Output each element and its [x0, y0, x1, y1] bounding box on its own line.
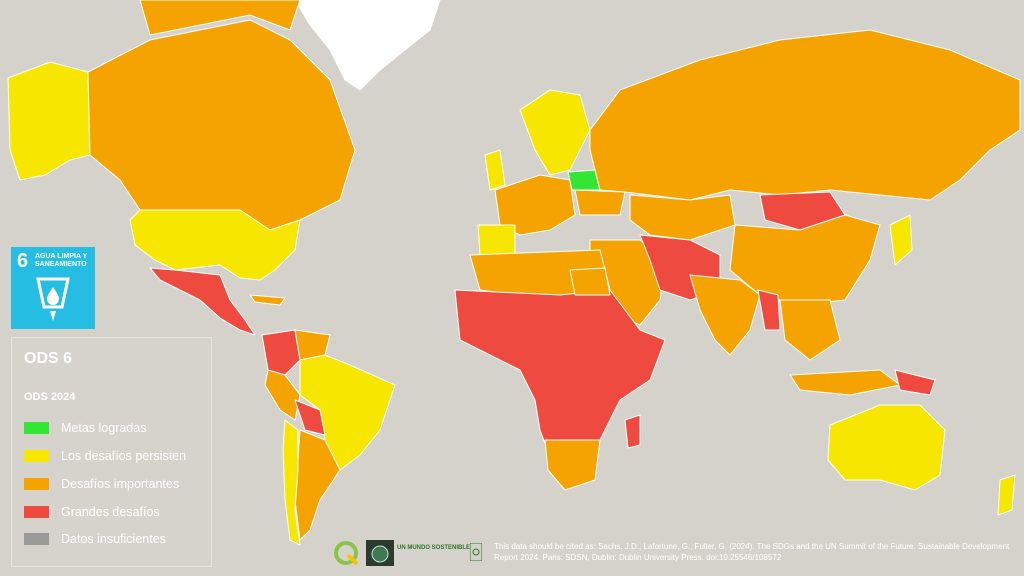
sdg-number: 6: [17, 250, 29, 272]
legend-label: Grandes desafíos: [61, 505, 160, 519]
globe-logo: [366, 540, 394, 566]
region-alaska: [7, 61, 91, 181]
legend-label: Los desafíos persisten: [61, 449, 187, 463]
region-bolivia: [294, 399, 326, 436]
legend-item-datos-insuficientes: Datos insuficientes: [24, 532, 166, 546]
legend-swatch: [24, 450, 49, 462]
legend-item-metas-logradas: Metas logradas: [24, 421, 146, 435]
region-myanmar: [757, 289, 781, 331]
region-mexico: [149, 267, 256, 336]
legend-label: Datos insuficientes: [61, 532, 166, 546]
region-cuba: [249, 294, 286, 306]
region-scandinavia: [519, 89, 591, 176]
region-belarus: [567, 169, 601, 191]
recycle-icon: [470, 543, 482, 561]
region-peru: [264, 369, 301, 421]
region-chile: [282, 419, 301, 546]
data-citation: This data should be cited as: Sachs, J.D…: [494, 542, 1010, 562]
region-australia: [827, 404, 946, 491]
region-canada-islands: [139, 0, 301, 36]
legend-swatch: [24, 506, 49, 518]
region-greenland: [294, 0, 441, 91]
sdg-title: AGUA LIMPIA Y SANEAMIENTO: [35, 253, 88, 268]
region-russia: [589, 29, 1021, 201]
region-png: [894, 369, 936, 396]
region-madagascar: [624, 414, 641, 449]
water-drop-glass-icon: [36, 277, 70, 321]
legend-title: ODS 6: [24, 350, 73, 367]
qgis-logo: [334, 541, 359, 566]
legend-label: Desafíos importantes: [61, 477, 180, 491]
legend-item-grandes-desafios: Grandes desafíos: [24, 505, 160, 519]
region-iberia: [477, 224, 516, 256]
region-kazakhstan: [629, 194, 736, 241]
region-japan: [889, 214, 913, 266]
region-southeast-asia: [779, 299, 841, 361]
region-india: [689, 274, 761, 356]
legend-swatch: [24, 478, 49, 490]
legend-swatch: [24, 533, 49, 545]
legend-swatch: [24, 422, 49, 434]
region-colombia: [261, 329, 301, 376]
region-brazil: [299, 354, 396, 471]
brand-name: UN MUNDO SOSTENIBLE: [397, 545, 471, 551]
legend-subtitle: ODS 2024: [24, 391, 76, 403]
region-southern-africa: [544, 439, 601, 491]
sdg-6-badge: 6 AGUA LIMPIA Y SANEAMIENTO: [11, 247, 95, 329]
region-new-zealand: [997, 474, 1016, 516]
region-china: [729, 214, 881, 306]
region-canada: [87, 19, 356, 231]
region-uk: [484, 149, 506, 191]
legend-label: Metas logradas: [61, 421, 147, 435]
region-ukraine: [574, 189, 626, 216]
region-usa: [129, 209, 301, 281]
legend-item-desafios-importantes: Desafíos importantes: [24, 477, 179, 491]
legend-item-desafios-persisten: Los desafíos persisten: [24, 449, 186, 463]
region-indonesia: [789, 369, 901, 396]
map-legend: ODS 6 ODS 2024 Metas logradas Los desafí…: [11, 337, 212, 567]
region-egypt: [569, 267, 611, 296]
